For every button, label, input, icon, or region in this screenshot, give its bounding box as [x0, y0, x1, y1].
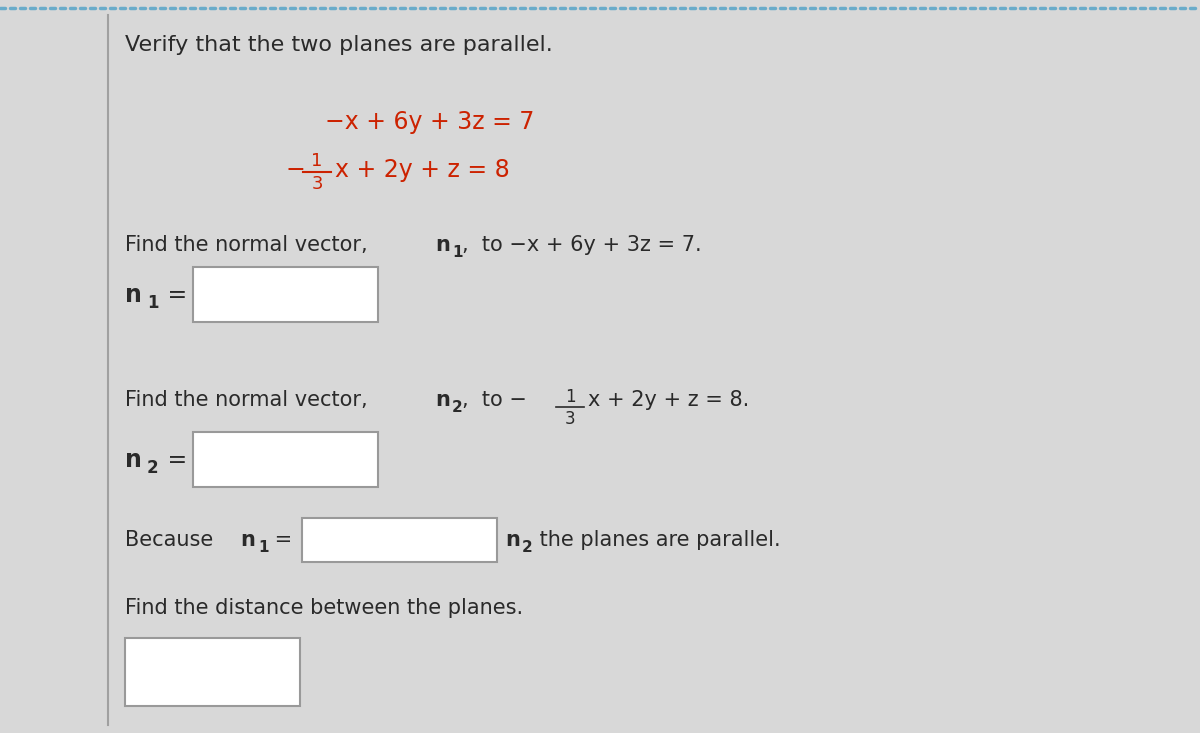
Text: 2: 2	[522, 540, 533, 556]
Text: −x + 6y + 3z = 7: −x + 6y + 3z = 7	[325, 110, 535, 134]
Text: x + 2y + z = 8.: x + 2y + z = 8.	[588, 390, 749, 410]
Text: the planes are parallel.: the planes are parallel.	[533, 530, 781, 550]
Text: 1: 1	[148, 294, 158, 312]
Text: n: n	[505, 530, 520, 550]
Text: =: =	[160, 448, 187, 472]
Text: n: n	[436, 235, 450, 255]
Text: n: n	[125, 283, 142, 307]
Text: 1: 1	[452, 245, 462, 260]
Text: ,  to −x + 6y + 3z = 7.: , to −x + 6y + 3z = 7.	[462, 235, 702, 255]
FancyBboxPatch shape	[302, 518, 497, 562]
Text: ,  to −: , to −	[462, 390, 527, 410]
Text: n: n	[240, 530, 254, 550]
Text: 2: 2	[148, 459, 158, 477]
Text: Verify that the two planes are parallel.: Verify that the two planes are parallel.	[125, 35, 553, 55]
FancyBboxPatch shape	[125, 638, 300, 706]
Text: =: =	[268, 530, 293, 550]
FancyBboxPatch shape	[193, 432, 378, 487]
Text: Find the normal vector,: Find the normal vector,	[125, 390, 374, 410]
Text: 1: 1	[311, 152, 323, 170]
Text: Because: Because	[125, 530, 220, 550]
Text: 3: 3	[311, 175, 323, 193]
Text: x + 2y + z = 8: x + 2y + z = 8	[335, 158, 510, 182]
Text: Find the normal vector,: Find the normal vector,	[125, 235, 374, 255]
Text: 3: 3	[565, 410, 575, 428]
Text: Find the distance between the planes.: Find the distance between the planes.	[125, 598, 523, 618]
Text: n: n	[436, 390, 450, 410]
FancyBboxPatch shape	[193, 267, 378, 322]
Text: 2: 2	[452, 400, 463, 415]
Text: =: =	[160, 283, 187, 307]
Text: n: n	[125, 448, 142, 472]
Text: 1: 1	[258, 540, 269, 556]
Text: 1: 1	[565, 388, 575, 406]
Text: −: −	[286, 158, 305, 182]
